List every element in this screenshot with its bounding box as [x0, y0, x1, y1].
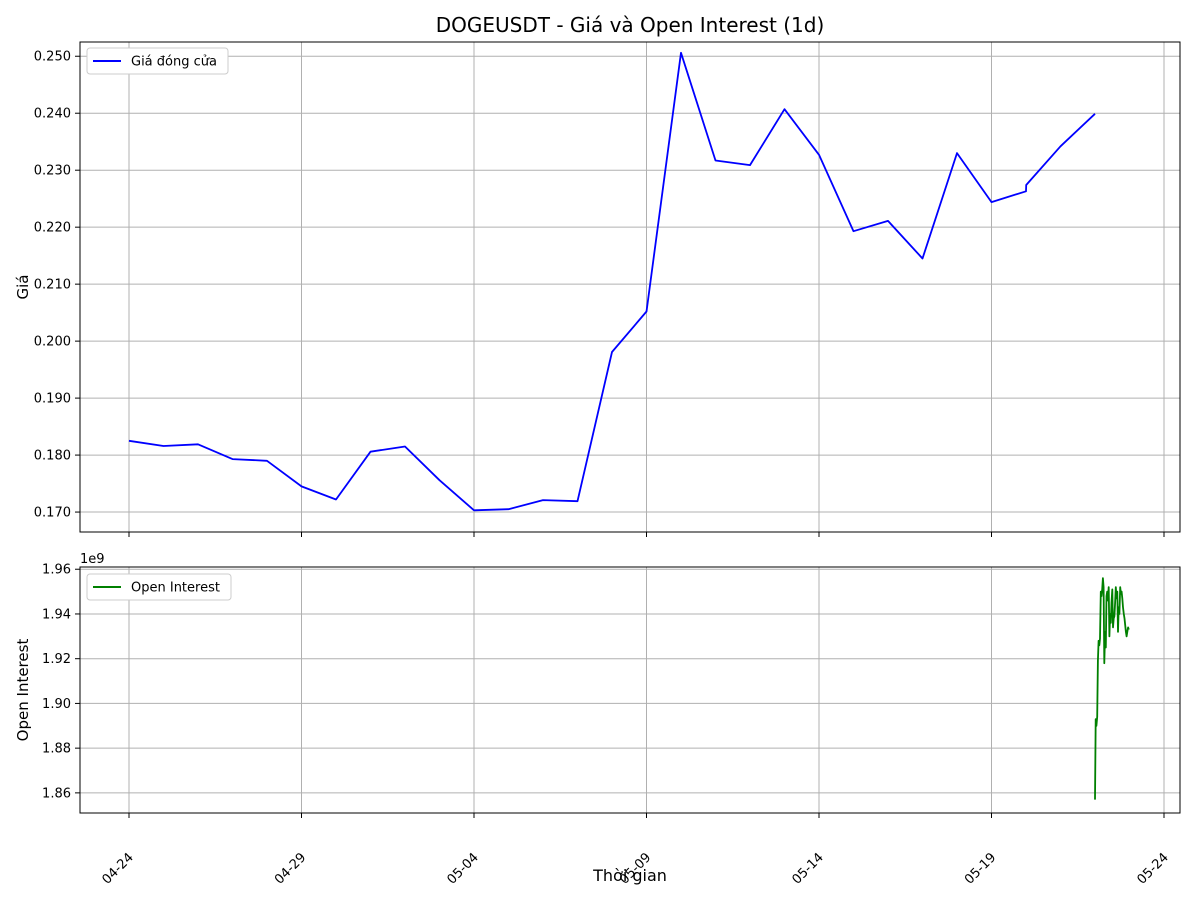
price-y-tick-label: 0.190	[34, 392, 71, 407]
price-y-tick-label: 0.230	[34, 164, 71, 179]
oi-y-label: Open Interest	[14, 639, 32, 742]
x-tick-label: 05-04	[445, 850, 482, 887]
oi-panel: 1.86 1.88 1.90 1.92 1.94 1.96 04-24 04-29 05-04…	[14, 552, 1181, 888]
price-y-tick-label: 0.170	[34, 506, 71, 521]
x-axis-label: Thời gian	[592, 866, 667, 885]
oi-grid	[80, 567, 1180, 813]
oi-y-tick-label: 1.86	[42, 786, 71, 801]
x-tick-label: 05-24	[1135, 850, 1172, 887]
price-plot-frame	[79, 41, 1181, 533]
oi-y-tick-label: 1.90	[42, 697, 71, 712]
price-y-tick-label: 0.210	[34, 278, 71, 293]
price-series	[128, 51, 1096, 512]
oi-plot-frame	[79, 566, 1181, 814]
oi-y-tick-label: 1.92	[42, 652, 71, 667]
price-y-tick-label: 0.200	[34, 335, 71, 350]
oi-y-tick-label: 1.94	[42, 607, 71, 622]
oi-offset-label: 1e9	[80, 552, 105, 567]
oi-y-tick-label: 1.96	[42, 563, 71, 578]
price-y-tick-label: 0.180	[34, 449, 71, 464]
price-y-tick-label: 0.240	[34, 107, 71, 122]
price-y-label: Giá	[14, 275, 32, 300]
open-interest-line	[1094, 577, 1130, 800]
chart-title: DOGEUSDT - Giá và Open Interest (1d)	[436, 13, 825, 37]
oi-legend-box	[86, 573, 232, 601]
oi-y-ticks: 1.86 1.88 1.90 1.92 1.94 1.96	[42, 563, 80, 801]
x-tick-label: 04-24	[100, 850, 137, 887]
oi-legend-label: Open Interest	[131, 581, 220, 596]
x-tick-label: 05-19	[962, 850, 999, 887]
price-legend-label: Giá đóng cửa	[131, 55, 217, 70]
price-y-ticks: 0.170 0.180 0.190 0.200 0.210 0.220 0.230 0.240…	[34, 50, 80, 521]
price-grid	[80, 42, 1180, 532]
price-legend-box	[86, 47, 229, 75]
price-y-tick-label: 0.250	[34, 50, 71, 65]
x-tick-label: 04-29	[272, 850, 309, 887]
price-legend: Giá đóng cửa	[86, 47, 229, 75]
price-y-tick-label: 0.220	[34, 221, 71, 236]
x-tick-label: 05-14	[790, 850, 827, 887]
oi-series	[1094, 577, 1130, 800]
price-close-line	[128, 51, 1096, 512]
price-x-ticks	[128, 532, 1165, 537]
oi-y-tick-label: 1.88	[42, 742, 71, 757]
oi-legend: Open Interest	[86, 573, 232, 601]
price-panel: 0.170 0.180 0.190 0.200 0.210 0.220 0.230 0.240…	[14, 41, 1181, 537]
